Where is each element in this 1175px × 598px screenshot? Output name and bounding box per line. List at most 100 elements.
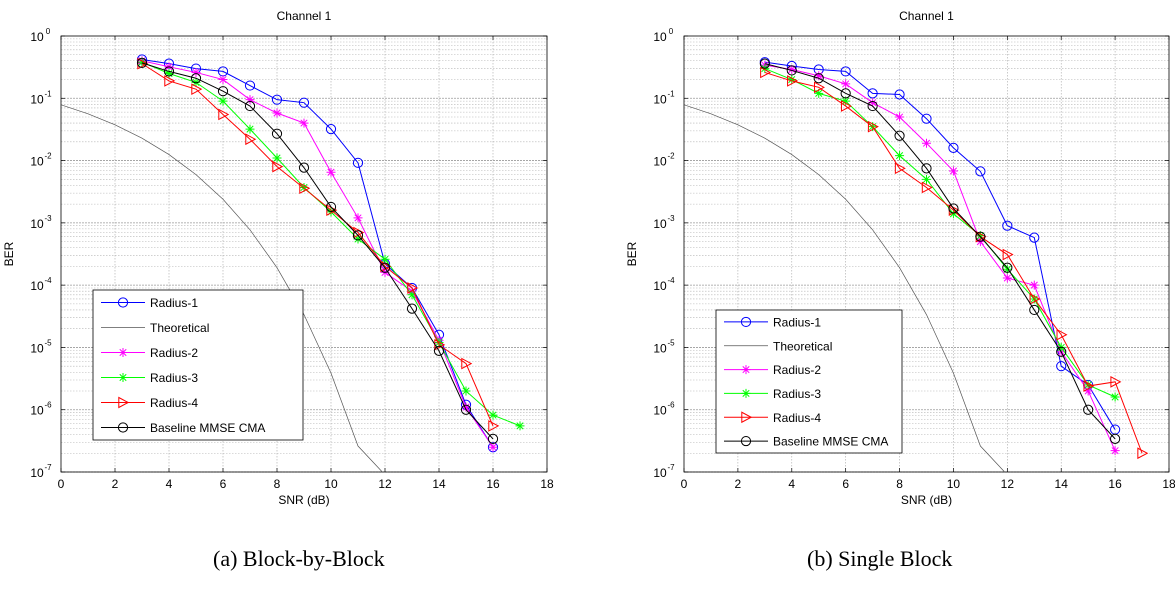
legend-entry: Radius-4 xyxy=(101,396,198,410)
data-point xyxy=(136,57,148,68)
data-point xyxy=(1002,273,1012,283)
data-point xyxy=(948,166,958,176)
data-point xyxy=(840,100,852,112)
data-point xyxy=(487,442,499,453)
data-point xyxy=(975,166,986,177)
data-point xyxy=(218,108,230,121)
legend-label: Radius-1 xyxy=(773,315,821,329)
y-tick-exponent: -6 xyxy=(667,401,675,410)
data-point xyxy=(786,65,797,76)
y-tick-label: 10 xyxy=(30,155,44,169)
y-tick-label: 10 xyxy=(653,155,667,169)
data-point xyxy=(975,231,985,241)
x-tick-label: 10 xyxy=(947,477,961,491)
data-point xyxy=(1029,304,1040,316)
data-point xyxy=(948,142,959,153)
data-point xyxy=(352,157,364,168)
data-point xyxy=(868,98,878,108)
data-point xyxy=(1083,386,1093,396)
data-point xyxy=(1110,392,1120,402)
data-point xyxy=(299,118,309,128)
y-tick-exponent: -6 xyxy=(44,401,52,410)
x-tick-label: 18 xyxy=(1162,477,1175,491)
legend-label: Theoretical xyxy=(773,339,832,353)
data-point xyxy=(218,96,228,106)
y-tick-exponent: -7 xyxy=(667,463,675,472)
x-tick-label: 6 xyxy=(220,477,227,491)
y-tick-label: 10 xyxy=(653,279,667,293)
data-point xyxy=(380,254,390,264)
data-point xyxy=(787,64,797,74)
y-tick-exponent: -3 xyxy=(667,214,675,223)
data-point xyxy=(867,120,879,133)
data-point xyxy=(1110,446,1120,456)
data-point xyxy=(894,130,905,141)
data-point xyxy=(1137,447,1149,460)
legend-box xyxy=(92,289,304,441)
y-axis-label: BER xyxy=(625,241,639,266)
x-tick-label: 4 xyxy=(166,477,173,491)
legend: Radius-1 Theoretical Radius-2 Radius-3 Radiu… xyxy=(715,309,903,454)
data-point xyxy=(488,410,498,420)
series-1 xyxy=(61,104,383,472)
data-point xyxy=(407,290,417,300)
data-point xyxy=(814,81,825,94)
y-tick-exponent: -4 xyxy=(667,276,675,285)
data-point xyxy=(244,80,256,91)
legend: Radius-1 Theoretical Radius-2 Radius-3 Radiu… xyxy=(92,289,304,441)
legend-entry: Radius-1 xyxy=(101,296,198,310)
x-tick-label: 12 xyxy=(1001,477,1015,491)
x-axis-label: SNR (dB) xyxy=(901,493,952,507)
y-tick-label: 10 xyxy=(30,217,44,231)
x-tick-label: 6 xyxy=(842,477,849,491)
legend-marker xyxy=(740,316,752,328)
y-tick-exponent: -5 xyxy=(44,338,52,347)
legend-marker xyxy=(117,422,129,433)
x-tick-label: 0 xyxy=(58,477,65,491)
data-point xyxy=(814,88,824,98)
data-point xyxy=(245,133,257,146)
data-point xyxy=(164,75,176,87)
data-point xyxy=(895,112,905,122)
legend-entry: Baseline MMSE CMA xyxy=(724,435,888,449)
data-point xyxy=(841,79,851,89)
data-point xyxy=(488,420,500,432)
data-point xyxy=(353,234,363,244)
data-point xyxy=(271,128,283,139)
y-axis-label: BER xyxy=(2,241,16,266)
data-point xyxy=(298,97,310,108)
legend-entry: Theoretical xyxy=(101,321,209,335)
chart-title: Channel 1 xyxy=(899,9,954,23)
series-line xyxy=(764,71,1143,454)
data-point xyxy=(245,124,255,134)
y-tick-label: 10 xyxy=(653,217,667,231)
data-point xyxy=(191,83,203,96)
series-line xyxy=(61,104,383,472)
y-tick-exponent: 0 xyxy=(46,27,51,36)
y-tick-exponent: -1 xyxy=(667,89,675,98)
y-tick-exponent: -2 xyxy=(44,152,52,161)
data-point xyxy=(299,182,311,195)
data-point xyxy=(190,73,202,84)
legend-entry: Radius-4 xyxy=(724,411,821,425)
data-point xyxy=(921,113,932,124)
series-4 xyxy=(137,57,500,432)
y-tick-label: 10 xyxy=(30,279,44,293)
legend-marker xyxy=(117,297,129,308)
y-tick-label: 10 xyxy=(30,92,44,106)
data-point xyxy=(272,160,284,173)
legend-entry: Baseline MMSE CMA xyxy=(101,421,265,435)
y-tick-exponent: -4 xyxy=(44,276,52,285)
legend-label: Radius-4 xyxy=(150,396,198,410)
y-tick-label: 10 xyxy=(653,466,667,480)
data-point xyxy=(921,163,932,174)
x-tick-label: 8 xyxy=(896,477,903,491)
data-point xyxy=(163,66,175,77)
x-axis-label: SNR (dB) xyxy=(278,493,329,507)
data-point xyxy=(217,86,229,97)
axes-frame xyxy=(683,35,1170,473)
data-point xyxy=(488,442,498,452)
